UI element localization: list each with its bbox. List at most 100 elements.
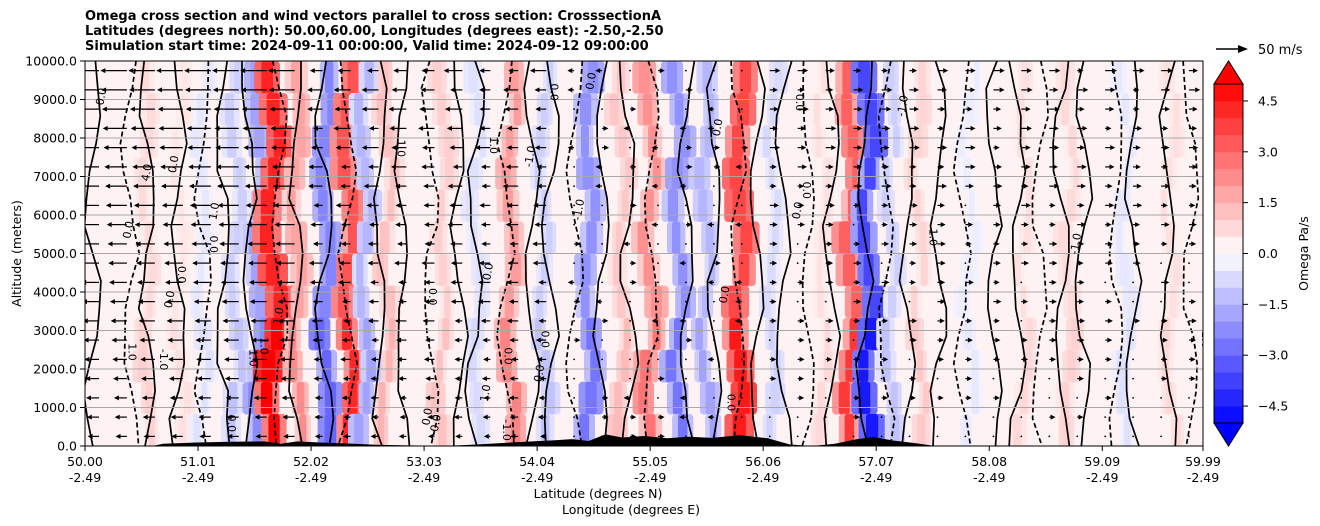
contour-label: 0.0 — [583, 71, 599, 90]
wind-vector-head — [939, 164, 945, 170]
wind-vector-head — [595, 164, 601, 170]
wind-vector-head — [156, 68, 162, 74]
wind-vector-head — [884, 241, 890, 247]
omega-band-core — [379, 221, 390, 255]
wind-vector-head — [395, 222, 401, 228]
omega-band-core — [667, 61, 678, 94]
x-tick-label-lon: -2.49 — [747, 470, 779, 485]
omega-band-core — [1127, 285, 1137, 319]
wind-vector-dot — [601, 339, 603, 341]
wind-vector-head — [1107, 183, 1113, 189]
wind-vector-head — [1165, 106, 1170, 112]
omega-band-core — [353, 413, 364, 446]
wind-vector-dot — [768, 435, 771, 438]
omega-band-core — [261, 349, 276, 383]
wind-vector-head — [534, 145, 540, 151]
wind-vector-head — [1109, 202, 1115, 208]
wind-vector-head — [113, 395, 119, 401]
contour-label: 1.0 — [478, 383, 494, 402]
wind-vector-head — [1023, 183, 1029, 189]
wind-vector-head — [454, 395, 460, 401]
contour-label: 0.0 — [162, 290, 178, 309]
omega-band-core — [468, 61, 478, 94]
wind-vector-head — [735, 279, 741, 285]
x-tick-label-lat: 58.08 — [971, 454, 1007, 469]
wind-vector-head — [855, 318, 861, 324]
wind-vector-head — [771, 299, 777, 305]
omega-band-core — [1026, 317, 1033, 351]
wind-vector-head — [193, 279, 198, 285]
wind-vector-head — [883, 318, 888, 324]
wind-vector-head — [942, 183, 947, 189]
wind-vector-head — [882, 222, 888, 228]
y-tick-label: 10000.0 — [25, 54, 77, 69]
omega-band-core — [546, 221, 553, 255]
wind-vector-head — [213, 106, 219, 112]
colorbar-level — [1214, 355, 1243, 373]
omega-band-core — [621, 349, 629, 383]
wind-vector-head — [361, 106, 367, 112]
omega-band-core — [702, 61, 712, 94]
omega-band-core — [1067, 349, 1076, 383]
y-tick-label: 5000.0 — [33, 246, 77, 261]
omega-band-core — [1014, 253, 1021, 287]
wind-vector-head — [1081, 164, 1087, 170]
omega-band-core — [772, 221, 779, 255]
wind-vector-head — [163, 241, 169, 247]
wind-vector-head — [184, 68, 190, 74]
wind-vector-head — [1137, 202, 1143, 208]
x-tick-label-lon: -2.49 — [521, 470, 553, 485]
wind-vector-head — [1051, 337, 1057, 343]
wind-vector-head — [631, 414, 637, 420]
wind-vector-head — [799, 318, 805, 324]
wind-vector-head — [603, 395, 609, 401]
colorbar-level — [1214, 219, 1243, 237]
omega-band-core — [388, 317, 396, 351]
wind-vector-head — [422, 318, 428, 324]
omega-band-core — [325, 253, 337, 287]
wind-vector-head — [735, 299, 741, 305]
omega-band-core — [438, 189, 445, 222]
omega-band-core — [920, 253, 928, 287]
wind-vector-head — [271, 145, 277, 151]
omega-band-core — [473, 381, 481, 415]
wind-vector-head — [828, 87, 834, 93]
omega-band-core — [890, 413, 900, 446]
wind-vector-head — [135, 241, 141, 247]
x-tick-label-lat: 57.07 — [858, 454, 894, 469]
wind-vector-head — [911, 183, 917, 189]
wind-vector-head — [1106, 356, 1112, 362]
omega-band-core — [504, 285, 514, 319]
wind-vector-head — [1027, 125, 1032, 131]
omega-band-core — [1123, 413, 1131, 446]
wind-vector-head — [165, 299, 171, 305]
wind-vector-head — [87, 433, 93, 439]
wind-vector-dot — [740, 358, 743, 361]
wind-vector-head — [966, 395, 972, 401]
wind-vector-head — [829, 106, 835, 112]
omega-band-core — [766, 413, 773, 446]
wind-vector-head — [361, 87, 367, 93]
wind-vector-dot — [685, 69, 687, 72]
wind-vector-head — [363, 183, 369, 189]
wind-vector-head — [369, 125, 374, 131]
wind-vector-dot — [657, 397, 659, 399]
omega-band-core — [870, 125, 882, 158]
omega-band-core — [479, 125, 487, 158]
wind-vector-dot — [1048, 397, 1051, 399]
wind-vector-head — [912, 241, 918, 247]
title-line-1: Omega cross section and wind vectors par… — [85, 9, 662, 24]
wind-vector-head — [1162, 241, 1168, 247]
wind-vector-head — [312, 337, 318, 343]
omega-band-core — [645, 189, 654, 222]
wind-vector-head — [1079, 337, 1085, 343]
omega-band-core — [356, 253, 364, 287]
wind-vector-head — [157, 87, 162, 93]
omega-band-core — [431, 381, 441, 415]
contour-label: 0.0 — [175, 266, 188, 284]
wind-vector-head — [252, 376, 258, 382]
wind-vector-head — [105, 202, 111, 208]
colorbar-level — [1214, 134, 1243, 153]
wind-vector-head — [212, 87, 218, 93]
omega-band-core — [864, 157, 876, 190]
